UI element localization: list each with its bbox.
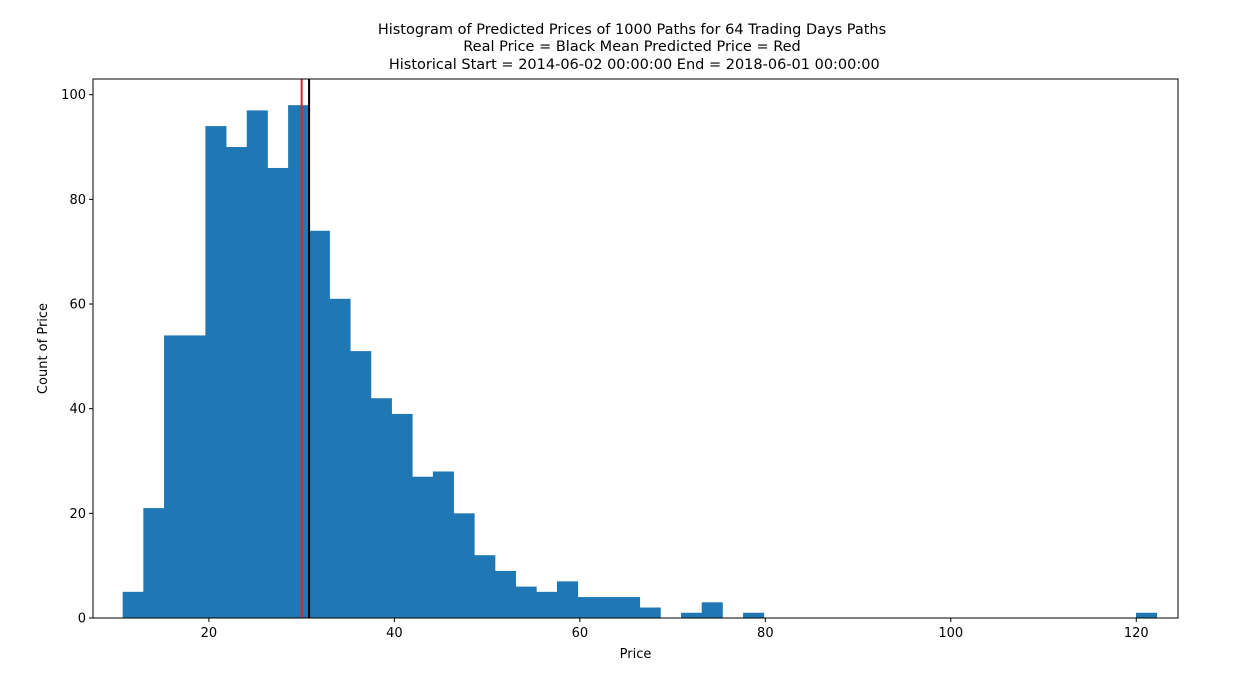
histogram-bar [164,335,186,618]
x-tick-label: 40 [386,626,403,641]
y-tick-label: 40 [69,402,86,417]
reference-lines [300,79,311,618]
histogram-bar [556,581,579,618]
histogram-bars [122,105,1158,619]
histogram-bar [412,476,434,618]
y-tick-label: 100 [61,88,86,103]
histogram-bar [143,508,165,618]
histogram-bar [639,607,661,618]
x-tick-label: 60 [572,626,589,641]
histogram-bar [267,167,289,618]
histogram-bar [205,126,227,619]
histogram-bar [701,602,723,618]
y-tick-label: 20 [69,507,86,522]
chart-title-line-3: Historical Start = 2014-06-02 00:00:00 E… [384,57,880,73]
histogram-bar [453,513,475,618]
histogram-bar [391,413,413,618]
histogram-bar [246,110,268,618]
histogram-bar [308,230,330,619]
histogram-bar [577,597,599,618]
histogram-bar [184,335,206,618]
histogram-bar [432,471,454,618]
x-tick-label: 100 [938,626,963,641]
x-axis-label: Price [620,647,652,662]
histogram-bar [494,570,516,618]
chart-title-line-2: Real Price = Black Mean Predicted Price … [463,39,801,55]
histogram-bar [536,591,558,618]
histogram-bar [474,555,496,618]
histogram-bar [618,597,641,618]
histogram-bar [598,597,620,618]
x-axis-ticks: 20 40 60 80 100 120 [201,618,1149,641]
x-tick-label: 120 [1124,626,1149,641]
y-tick-label: 60 [69,298,86,313]
y-tick-label: 0 [78,612,86,627]
x-tick-label: 80 [757,626,774,641]
histogram-bar [226,147,248,619]
histogram-bar [329,298,351,618]
x-tick-label: 20 [201,626,218,641]
histogram-bar [350,351,372,618]
histogram-bar [122,591,144,618]
y-tick-label: 80 [69,193,86,208]
y-axis-label: Count of Price [36,303,51,394]
plot-area-frame [92,78,1179,619]
chart-title-line-1: Histogram of Predicted Prices of 1000 Pa… [377,22,887,38]
histogram-bar [515,586,537,618]
histogram-bar [370,398,392,618]
histogram-bar [743,612,765,618]
histogram-bar [288,105,310,619]
y-axis-ticks: 0 20 40 60 80 100 [61,88,93,627]
histogram-bar [681,612,703,618]
histogram-bar [1135,612,1158,618]
